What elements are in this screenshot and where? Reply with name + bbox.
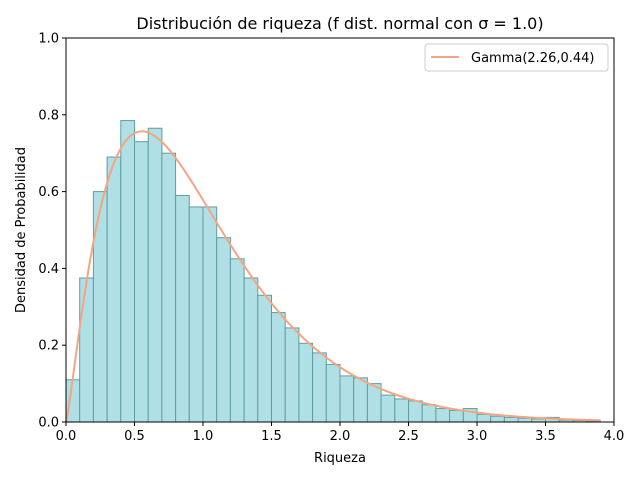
legend: Gamma(2.26,0.44)	[424, 43, 609, 72]
histogram-bar-24	[394, 398, 409, 423]
histogram-bar-1	[79, 277, 94, 423]
x-tick-label-7: 3.5	[535, 429, 556, 444]
y-tick-label-1: 0.2	[38, 339, 59, 354]
y-tick-label-4: 0.8	[38, 108, 59, 123]
y-tick-label-3: 0.6	[38, 185, 59, 200]
histogram-bar-12	[229, 258, 245, 423]
x-tick-label-8: 4.0	[604, 429, 625, 444]
histogram-bar-3	[106, 156, 122, 423]
line-layer	[65, 130, 601, 423]
x-axis-ticks: 0.0 0.5 1.0 1.5 2.0 2.5 3.0 3.5 4.0	[56, 422, 625, 444]
histogram-bar-11	[216, 237, 231, 423]
chart-title: Distribución de riqueza (f dist. normal …	[136, 14, 543, 33]
histogram-bar-10	[202, 206, 218, 423]
histogram-bar-18	[312, 352, 327, 423]
histogram-bar-4	[120, 120, 136, 423]
histogram-bar-19	[325, 363, 341, 423]
y-tick-label-5: 1.0	[38, 32, 59, 47]
x-tick-label-1: 0.5	[124, 429, 145, 444]
y-axis-ticks: 0.0 0.2 0.4 0.6 0.8 1.0	[38, 32, 66, 431]
histogram-bar-8	[175, 194, 190, 423]
histogram-bar-26	[421, 404, 437, 423]
x-tick-label-0: 0.0	[56, 429, 77, 444]
x-tick-label-3: 1.5	[261, 429, 282, 444]
histogram-bar-15	[271, 312, 286, 423]
x-tick-label-4: 2.0	[330, 429, 351, 444]
x-tick-label-5: 2.5	[398, 429, 419, 444]
histogram-bar-23	[380, 394, 396, 423]
histogram-bar-17	[298, 342, 314, 423]
legend-box	[424, 43, 609, 72]
x-tick-label-6: 3.0	[467, 429, 488, 444]
histogram-bar-9	[188, 206, 204, 423]
histogram-bar-20	[339, 375, 355, 423]
bars-layer	[65, 120, 601, 423]
histogram-bar-5	[134, 141, 149, 423]
histogram-bar-28	[449, 409, 464, 423]
histogram-bar-32	[503, 416, 519, 423]
histogram-bar-27	[435, 408, 451, 423]
x-axis-label: Riqueza	[314, 451, 366, 466]
gamma-fit-line	[65, 130, 601, 423]
y-axis-label: Densidad de Probabilidad	[14, 147, 29, 313]
legend-entry-gamma: Gamma(2.26,0.44)	[471, 51, 595, 66]
histogram-bar-13	[243, 277, 259, 423]
histogram-bar-21	[353, 377, 368, 423]
histogram-bar-31	[490, 415, 505, 423]
histogram-bar-33	[517, 417, 533, 423]
histogram-bar-6	[147, 127, 163, 423]
x-tick-label-2: 1.0	[193, 429, 214, 444]
histogram-bar-30	[476, 413, 492, 423]
y-tick-label-0: 0.0	[38, 416, 59, 431]
histogram-bar-22	[366, 383, 382, 423]
y-tick-label-2: 0.4	[38, 262, 59, 277]
histogram-bar-25	[408, 400, 423, 423]
histogram-bar-14	[257, 294, 272, 423]
histogram-bar-16	[284, 327, 300, 423]
histogram-bar-2	[92, 191, 108, 423]
histogram-bar-7	[161, 152, 177, 423]
